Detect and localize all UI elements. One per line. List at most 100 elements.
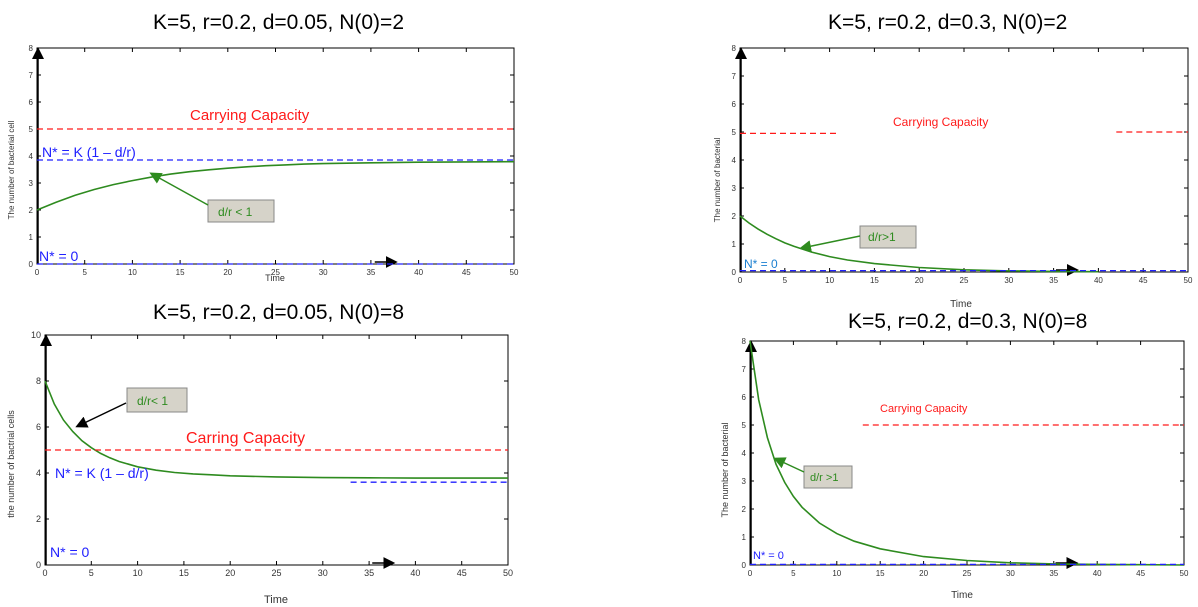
chart-2-x-tick-label: 15 xyxy=(870,276,879,285)
chart-3-x-tick-label: 20 xyxy=(225,568,235,578)
chart-4-title: K=5, r=0.2, d=0.3, N(0)=8 xyxy=(848,310,1088,333)
chart-4-x-tick-label: 0 xyxy=(748,569,753,578)
chart-1-ratio-arrow xyxy=(149,172,209,206)
chart-4-y-tick-label: 7 xyxy=(742,365,747,374)
chart-2-carrying-capacity-label: Carrying Capacity xyxy=(893,115,988,129)
chart-2-x-tick-label: 40 xyxy=(1094,276,1103,285)
chart-2-x-tick-label: 10 xyxy=(825,276,834,285)
chart-2-plot-frame xyxy=(739,47,1189,273)
chart-4-x-tick-label: 10 xyxy=(832,569,841,578)
chart-1-zero-equilibrium-label: N* = 0 xyxy=(39,248,79,264)
chart-1-x-tick-label: 45 xyxy=(462,268,471,277)
chart-2-x-tick-label: 20 xyxy=(915,276,924,285)
chart-4-y-tick-label: 5 xyxy=(742,421,747,430)
chart-1-y-tick-label: 3 xyxy=(29,179,34,188)
chart-4-y-tick-label: 8 xyxy=(742,337,747,346)
chart-4-series-line-1 xyxy=(749,340,1185,566)
chart-3-carrying-capacity-label: Carring Capacity xyxy=(186,430,305,447)
chart-4-x-tick-label: 45 xyxy=(1136,569,1145,578)
chart-2-zero-equilibrium-label: N* = 0 xyxy=(744,257,778,271)
chart-3-xlabel: Time xyxy=(264,594,288,606)
chart-1-x-tick-label: 35 xyxy=(366,268,375,277)
chart-2-x-tick-label: 5 xyxy=(783,276,788,285)
chart-3-x-tick-label: 15 xyxy=(179,568,189,578)
chart-3-y-tick-label: 8 xyxy=(36,376,41,386)
chart-1-series-line-1 xyxy=(36,160,515,211)
chart-4-y-tick-label: 1 xyxy=(742,533,747,542)
chart-4-x-tick-label: 30 xyxy=(1006,569,1015,578)
chart-4-x-tick-label: 25 xyxy=(963,569,972,578)
chart-3-title: K=5, r=0.2, d=0.05, N(0)=8 xyxy=(153,301,404,324)
chart-3-x-tick-label: 25 xyxy=(271,568,281,578)
chart-1-x-tick-label: 15 xyxy=(176,268,185,277)
chart-1-y-tick-label: 7 xyxy=(29,71,34,80)
chart-4-y-tick-label: 3 xyxy=(742,477,747,486)
chart-4-x-tick-label: 5 xyxy=(791,569,796,578)
chart-1-x-tick-label: 20 xyxy=(223,268,232,277)
chart-3-y-tick-label: 6 xyxy=(36,422,41,432)
chart-1-y-tick-label: 2 xyxy=(29,206,34,215)
chart-2-xlabel: Time xyxy=(950,299,972,310)
chart-3-x-tick-label: 0 xyxy=(42,568,47,578)
chart-2-y-tick-label: 2 xyxy=(732,212,737,221)
chart-2-x-tick-label: 45 xyxy=(1139,276,1148,285)
chart-3-x-tick-label: 45 xyxy=(457,568,467,578)
chart-4-y-tick-label: 4 xyxy=(742,449,747,458)
chart-2-y-tick-label: 1 xyxy=(732,240,737,249)
chart-2-y-tick-label: 5 xyxy=(732,128,737,137)
chart-3-ratio-label: d/r< 1 xyxy=(137,394,168,408)
chart-3-x-tick-label: 10 xyxy=(133,568,143,578)
chart-2-ylabel: The number of bacterial xyxy=(713,138,722,223)
chart-2-x-tick-label: 25 xyxy=(960,276,969,285)
chart-4-plot-frame xyxy=(749,340,1185,566)
chart-3-x-tick-label: 30 xyxy=(318,568,328,578)
chart-3-x-tick-label: 50 xyxy=(503,568,513,578)
chart-2-y-tick-label: 8 xyxy=(732,44,737,53)
chart-1-x-tick-label: 30 xyxy=(319,268,328,277)
chart-3-y-tick-label: 0 xyxy=(36,560,41,570)
chart-4-ratio-box xyxy=(803,465,853,489)
chart-2-y-tick-label: 6 xyxy=(732,100,737,109)
chart-4-x-tick-label: 50 xyxy=(1180,569,1189,578)
chart-2-ratio-box-shape xyxy=(859,225,917,249)
chart-4-ratio-arrow xyxy=(773,457,805,473)
chart-1-carrying-capacity-label: Carrying Capacity xyxy=(190,107,310,124)
chart-3-y-tick-label: 4 xyxy=(36,468,41,478)
chart-3-ratio-box xyxy=(126,387,188,413)
chart-2-y-tick-label: 7 xyxy=(732,72,737,81)
chart-3-y-tick-label: 2 xyxy=(36,514,41,524)
chart-1-y-tick-label: 1 xyxy=(29,233,34,242)
chart-2-ratio-label: d/r>1 xyxy=(868,230,896,244)
chart-2-y-tick-label: 4 xyxy=(732,156,737,165)
chart-2-y-tick-label: 0 xyxy=(732,268,737,277)
chart-2-x-tick-label: 35 xyxy=(1049,276,1058,285)
chart-3: 0 5 10 15 20 25 30 35 40 45 50 0 2 4 6 8 10 Carring Capa… xyxy=(6,330,513,606)
chart-1-x-tick-label: 0 xyxy=(35,268,40,277)
chart-3-x-tick-label: 5 xyxy=(89,568,94,578)
chart-1-ratio-label: d/r < 1 xyxy=(218,205,253,219)
chart-4-ratio-label: d/r >1 xyxy=(810,472,838,484)
chart-1-x-tick-label: 5 xyxy=(82,268,87,277)
chart-1-y-tick-label: 0 xyxy=(29,260,34,269)
chart-1-ratio-box xyxy=(207,199,275,223)
chart-1-y-tick-label: 8 xyxy=(29,44,34,53)
chart-3-ratio-arrow xyxy=(75,402,127,428)
chart-4-carrying-capacity-label: Carrying Capacity xyxy=(880,403,968,415)
chart-3-ylabel: the number of bactrial cells xyxy=(6,410,16,518)
chart-2-x-tick-label: 50 xyxy=(1184,276,1193,285)
chart-4-x-tick-label: 15 xyxy=(876,569,885,578)
chart-1-ylabel: The number of bacterial cell xyxy=(7,120,16,219)
chart-1-x-tick-label: 10 xyxy=(128,268,137,277)
chart-3-x-tick-label: 35 xyxy=(364,568,374,578)
chart-2-title: K=5, r=0.2, d=0.3, N(0)=2 xyxy=(828,11,1068,34)
chart-4-y-tick-label: 0 xyxy=(742,561,747,570)
chart-3-zero-equilibrium-label: N* = 0 xyxy=(50,544,90,560)
chart-2-x-tick-label: 30 xyxy=(1004,276,1013,285)
chart-3-equilibrium-label: N* = K (1 – d/r) xyxy=(55,465,149,481)
chart-4-xlabel: Time xyxy=(951,590,973,601)
chart-1-y-tick-label: 4 xyxy=(29,152,34,161)
chart-4-zero-equilibrium-label: N* = 0 xyxy=(753,550,784,562)
